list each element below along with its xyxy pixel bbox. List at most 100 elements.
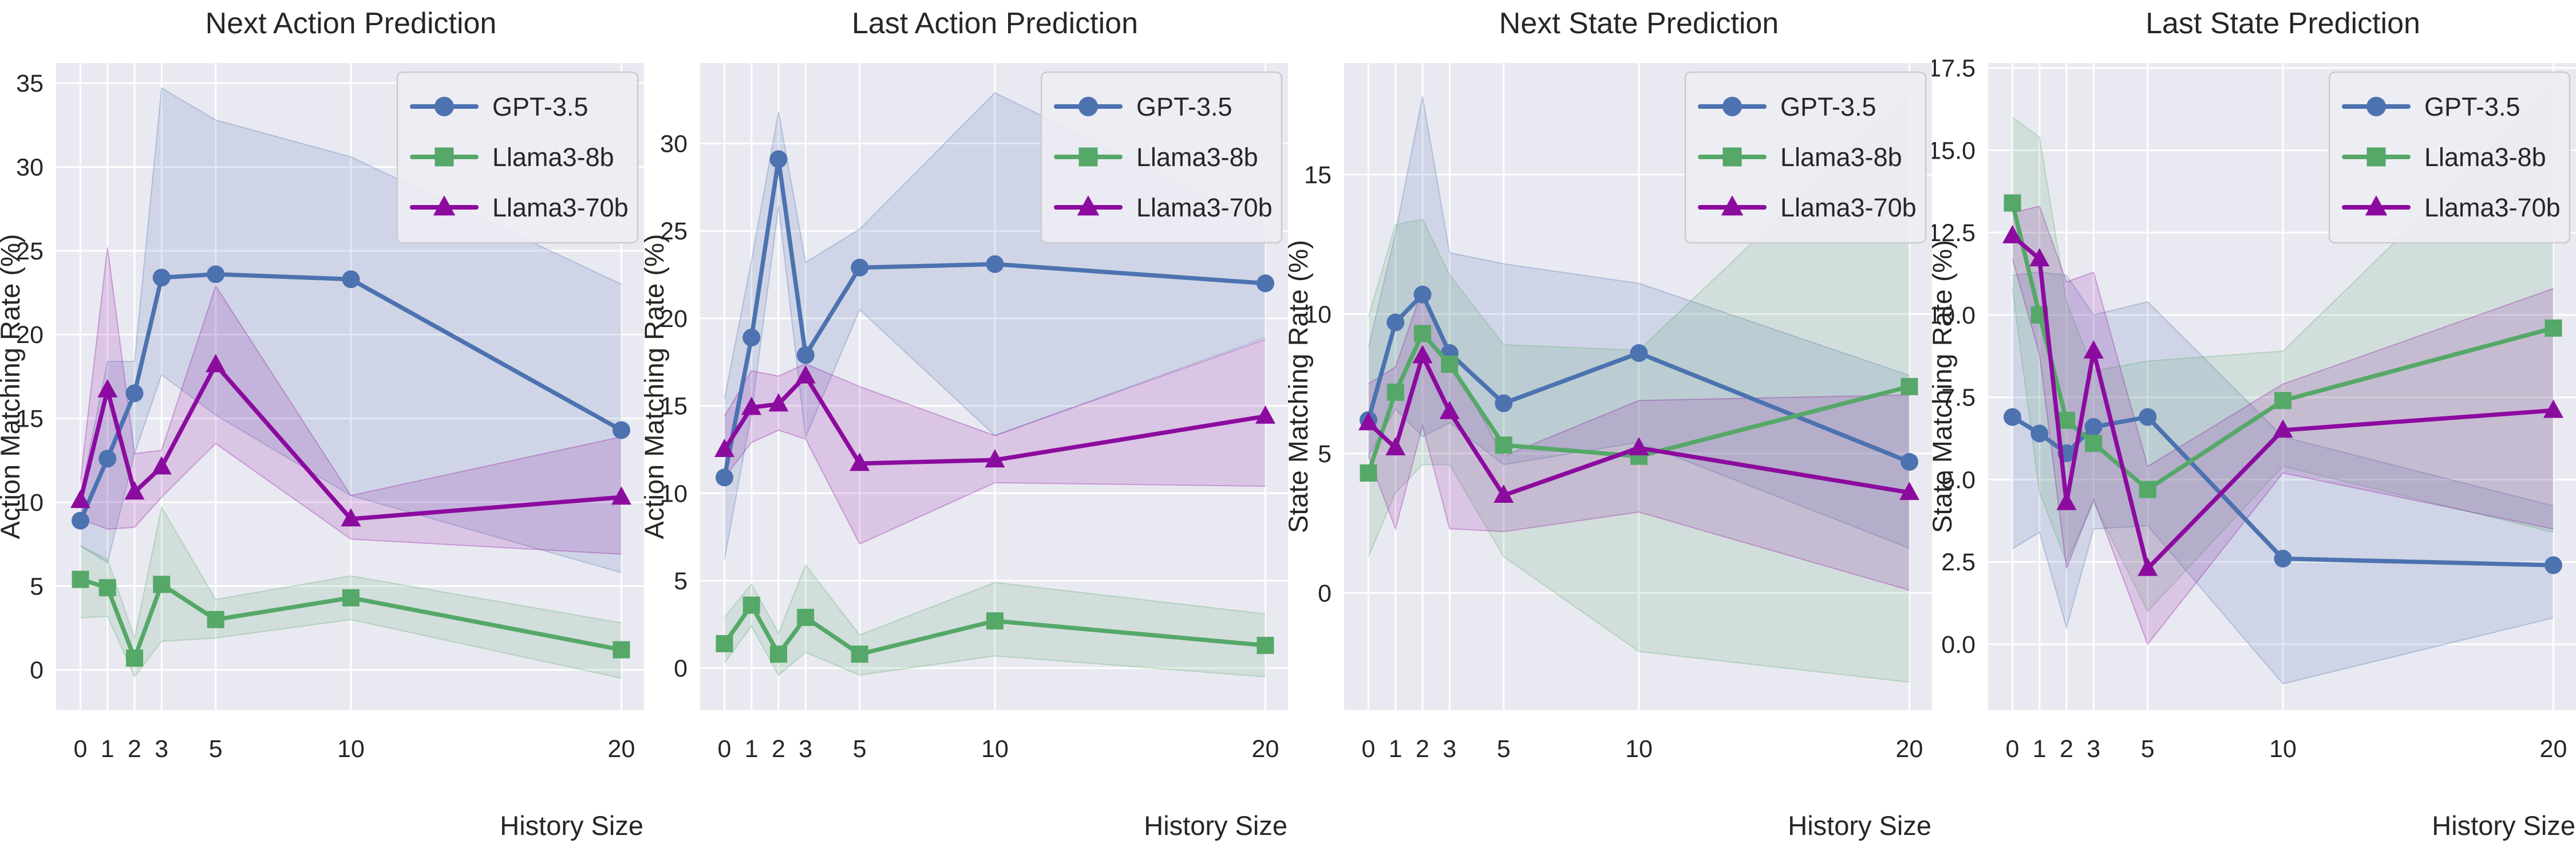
- legend-marker-llama3-70b: [1077, 195, 1100, 216]
- marker-llama3-8b-x20: [1901, 378, 1918, 395]
- y-axis-label: Action Matching Rate (%): [0, 234, 25, 539]
- marker-llama3-70b-x10: [985, 449, 1005, 468]
- y-tick-label: 7.5: [1941, 384, 1976, 412]
- marker-llama3-70b-x2: [1412, 345, 1433, 364]
- legend-label: Llama3-70b: [1780, 193, 1917, 222]
- panel-last-action-prediction: GPT-3.5 Llama3-8b Llama3-70b Last Action Pr…: [644, 0, 1288, 859]
- confidence-band-llama3-8b: [2012, 88, 2554, 612]
- marker-gpt-3.5-x20: [1256, 274, 1274, 293]
- marker-llama3-70b-x0: [714, 438, 735, 457]
- band-edge-lower: [2012, 525, 2554, 685]
- legend-label: Llama3-8b: [492, 143, 614, 172]
- panel-next-state-prediction: GPT-3.5 Llama3-8b Llama3-70b Next State Pre…: [1288, 0, 1932, 859]
- marker-llama3-70b-x10: [2273, 419, 2293, 438]
- chart-svg-3: GPT-3.5 Llama3-8b Llama3-70b Last State Pre…: [1932, 7, 2576, 841]
- marker-llama3-70b-x1: [97, 379, 118, 397]
- legend-marker-llama3-8b: [2366, 147, 2386, 167]
- band-edge-lower: [80, 443, 622, 555]
- marker-llama3-70b-x3: [151, 456, 172, 475]
- marker-llama3-70b-x2: [124, 481, 145, 500]
- marker-llama3-70b-x20: [611, 486, 631, 505]
- legend-box: [2328, 71, 2571, 244]
- x-tick-label: 20: [1896, 735, 1923, 763]
- y-tick-label: 10: [660, 480, 688, 507]
- x-tick-label: 2: [128, 735, 141, 763]
- y-tick-label: 5: [1318, 440, 1332, 468]
- x-tick-label: 1: [745, 735, 758, 763]
- legend-marker-gpt-3.5: [1078, 96, 1099, 117]
- marker-llama3-8b-x0: [2004, 194, 2021, 212]
- legend-label: Llama3-70b: [2424, 193, 2561, 222]
- x-tick-label: 1: [1389, 735, 1402, 763]
- marker-llama3-70b-x2: [2056, 491, 2077, 510]
- y-tick-label: 2.5: [1941, 549, 1976, 576]
- legend-label: GPT-3.5: [2424, 92, 2520, 121]
- marker-llama3-8b-x2: [1414, 325, 1432, 342]
- x-tick-label: 3: [799, 735, 812, 763]
- band-edge-lower: [1368, 464, 1910, 683]
- marker-llama3-70b-x10: [341, 508, 361, 527]
- marker-gpt-3.5-x10: [986, 255, 1004, 273]
- y-tick-label: 12.5: [1932, 219, 1976, 247]
- legend-marker-gpt-3.5: [434, 96, 455, 117]
- x-tick-label: 5: [2141, 735, 2155, 763]
- band-edge-lower: [2012, 258, 2554, 646]
- panel-title: Last State Prediction: [2146, 7, 2420, 40]
- x-axis-label: History Size: [1144, 810, 1287, 841]
- marker-llama3-70b-x20: [1255, 405, 1275, 424]
- y-tick-label: 0: [674, 655, 688, 683]
- marker-llama3-70b-x10: [1629, 437, 1649, 456]
- x-tick-label: 0: [718, 735, 732, 763]
- marker-gpt-3.5-x2: [1413, 285, 1432, 304]
- x-tick-label: 3: [1443, 735, 1456, 763]
- y-tick-label: 0: [1318, 580, 1332, 607]
- band-edge-lower: [724, 625, 1266, 677]
- marker-llama3-70b-x0: [2002, 224, 2023, 243]
- x-axis-label: History Size: [500, 810, 643, 841]
- legend-label: Llama3-70b: [1136, 193, 1273, 222]
- y-tick-label: 30: [16, 154, 44, 182]
- x-tick-label: 0: [74, 735, 88, 763]
- legend-marker-llama3-8b: [434, 147, 454, 167]
- marker-llama3-70b-x5: [1494, 484, 1514, 503]
- marker-llama3-70b-x0: [70, 490, 91, 509]
- y-tick-label: 25: [660, 218, 688, 245]
- marker-llama3-8b-x5: [851, 645, 868, 663]
- x-tick-label: 10: [337, 735, 365, 763]
- x-tick-label: 20: [1252, 735, 1279, 763]
- x-tick-label: 10: [981, 735, 1009, 763]
- marker-llama3-8b-x3: [1441, 356, 1459, 373]
- y-tick-label: 15.0: [1932, 137, 1976, 164]
- band-edge-lower: [1368, 423, 1910, 591]
- y-tick-label: 30: [660, 130, 688, 157]
- band-edge-lower: [724, 430, 1266, 545]
- marker-llama3-8b-x0: [716, 635, 733, 652]
- x-tick-label: 3: [2087, 735, 2100, 763]
- legend-label: Llama3-8b: [1780, 143, 1902, 172]
- confidence-band-gpt-3.5: [2012, 272, 2554, 684]
- marker-llama3-70b-x5: [2138, 557, 2158, 576]
- marker-llama3-8b-x0: [72, 570, 89, 588]
- marker-gpt-3.5-x2: [769, 150, 788, 168]
- legend-label: Llama3-8b: [2424, 143, 2546, 172]
- legend-label: GPT-3.5: [492, 92, 588, 121]
- marker-gpt-3.5-x3: [2084, 417, 2103, 436]
- band-edge-upper: [2012, 87, 2554, 372]
- marker-llama3-8b-x2: [126, 649, 144, 667]
- band-edge-upper: [1368, 96, 1910, 376]
- confidence-band-llama3-70b: [724, 339, 1266, 544]
- x-tick-label: 1: [2033, 735, 2046, 763]
- y-tick-label: 10.0: [1932, 302, 1976, 329]
- y-tick-label: 5.0: [1941, 466, 1976, 494]
- y-axis-label: State Matching Rate (%): [1288, 240, 1313, 533]
- marker-gpt-3.5-x5: [207, 265, 225, 283]
- marker-gpt-3.5-x1: [742, 328, 761, 346]
- band-edge-upper: [80, 506, 622, 640]
- panel-title: Next Action Prediction: [206, 7, 497, 40]
- panel-last-state-prediction: GPT-3.5 Llama3-8b Llama3-70b Last State Pre…: [1932, 0, 2576, 859]
- x-tick-label: 5: [853, 735, 867, 763]
- marker-gpt-3.5-x0: [72, 511, 90, 530]
- legend-label: Llama3-70b: [492, 193, 629, 222]
- y-tick-label: 0.0: [1941, 631, 1976, 659]
- x-tick-label: 5: [209, 735, 223, 763]
